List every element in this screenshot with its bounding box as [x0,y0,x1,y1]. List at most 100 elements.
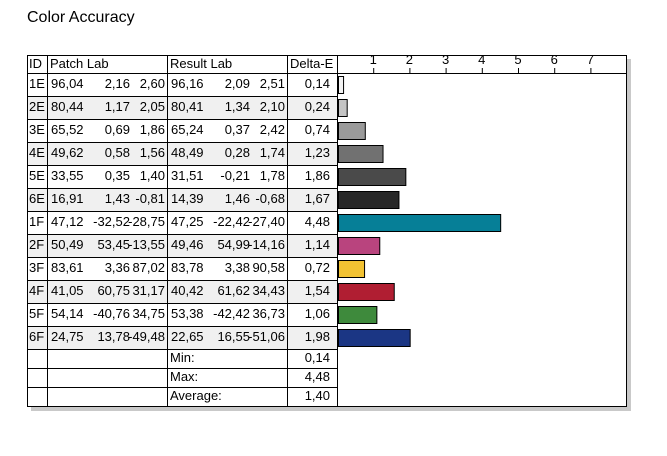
result-a: 16,55 [217,329,250,344]
bar-4e [338,145,384,163]
bar-6f [338,329,411,347]
result-l: 83,78 [171,260,204,275]
patch-a: 53,45 [97,237,130,252]
result-l: 96,16 [171,76,204,91]
table-row [27,188,337,211]
result-a: -42,42 [213,306,250,321]
patch-l: 50,49 [51,237,84,252]
bar-4f [338,283,395,301]
delta-e-value: 0,14 [304,76,330,91]
summary-label: Average: [170,388,222,403]
result-b: 2,10 [259,99,285,114]
delta-e-value: 1,54 [304,283,330,298]
result-b: 90,58 [252,260,285,275]
row-id: 1F [29,214,45,229]
patch-a: -32,52 [93,214,130,229]
delta-e-value: 0,72 [304,260,330,275]
patch-b: -28,75 [128,214,165,229]
result-b: 36,73 [252,306,285,321]
patch-l: 83,61 [51,260,84,275]
result-a: 1,46 [224,191,250,206]
row-id: 3F [29,260,45,275]
patch-b: -13,55 [128,237,165,252]
result-b: 1,78 [259,168,285,183]
patch-l: 33,55 [51,168,84,183]
patch-b: 1,86 [139,122,165,137]
x-tick-label: 5 [514,52,522,67]
row-id: 3E [29,122,45,137]
row-id: 6E [29,191,45,206]
result-b: -14,16 [248,237,285,252]
result-a: 2,09 [224,76,250,91]
result-l: 14,39 [171,191,204,206]
patch-a: 0,58 [104,145,130,160]
patch-b: 2,60 [139,76,165,91]
table-row [27,165,337,188]
x-tick-label: 6 [550,52,558,67]
row-id: 1E [29,76,45,91]
bar-6e [338,191,400,209]
table-row [27,119,337,142]
delta-e-value: 1,14 [304,237,330,252]
table-row [27,96,337,119]
patch-a: 60,75 [97,283,130,298]
result-b: -51,06 [248,329,285,344]
result-l: 22,65 [171,329,204,344]
result-l: 80,41 [171,99,204,114]
patch-b: -49,48 [128,329,165,344]
x-tick-label: 4 [478,52,486,67]
x-tick-label: 2 [405,52,413,67]
patch-a: -40,76 [93,306,130,321]
table-row [27,73,337,96]
result-a: -22,42 [213,214,250,229]
patch-l: 65,52 [51,122,84,137]
table-row [27,303,337,326]
result-b: 1,74 [259,145,285,160]
summary-value: 0,14 [304,350,330,365]
row-id: 2E [29,99,45,114]
result-l: 47,25 [171,214,204,229]
row-id: 4E [29,145,45,160]
header-result-lab: Result Lab [170,56,233,71]
header-patch-lab: Patch Lab [50,56,109,71]
delta-e-value: 1,98 [304,329,330,344]
result-a: 0,28 [224,145,250,160]
patch-l: 80,44 [51,99,84,114]
delta-e-value: 0,24 [304,99,330,114]
row-id: 2F [29,237,45,252]
result-b: 2,42 [259,122,285,137]
result-a: 0,37 [224,122,250,137]
patch-l: 54,14 [51,306,84,321]
table-row [27,234,337,257]
patch-a: 1,43 [104,191,130,206]
bar-1e [338,76,345,94]
patch-l: 96,04 [51,76,84,91]
bar-5f [338,306,378,324]
patch-l: 16,91 [51,191,84,206]
table-row [27,142,337,165]
result-l: 40,42 [171,283,204,298]
result-l: 53,38 [171,306,204,321]
patch-a: 13,78 [97,329,130,344]
result-b: 2,51 [259,76,285,91]
result-l: 49,46 [171,237,204,252]
result-a: 61,62 [217,283,250,298]
patch-a: 2,16 [104,76,130,91]
row-id: 4F [29,283,45,298]
table-shadow-bottom [31,407,631,411]
patch-l: 24,75 [51,329,84,344]
row-id: 6F [29,329,45,344]
x-tick-label: 1 [369,52,377,67]
x-tick-label: 7 [586,52,594,67]
table-row [27,211,337,234]
patch-b: 31,17 [132,283,165,298]
patch-b: 1,56 [139,145,165,160]
result-b: -0,68 [255,191,285,206]
patch-a: 0,69 [104,122,130,137]
bar-5e [338,168,407,186]
delta-e-value: 1,06 [304,306,330,321]
result-l: 48,49 [171,145,204,160]
patch-b: 87,02 [132,260,165,275]
row-id: 5E [29,168,45,183]
